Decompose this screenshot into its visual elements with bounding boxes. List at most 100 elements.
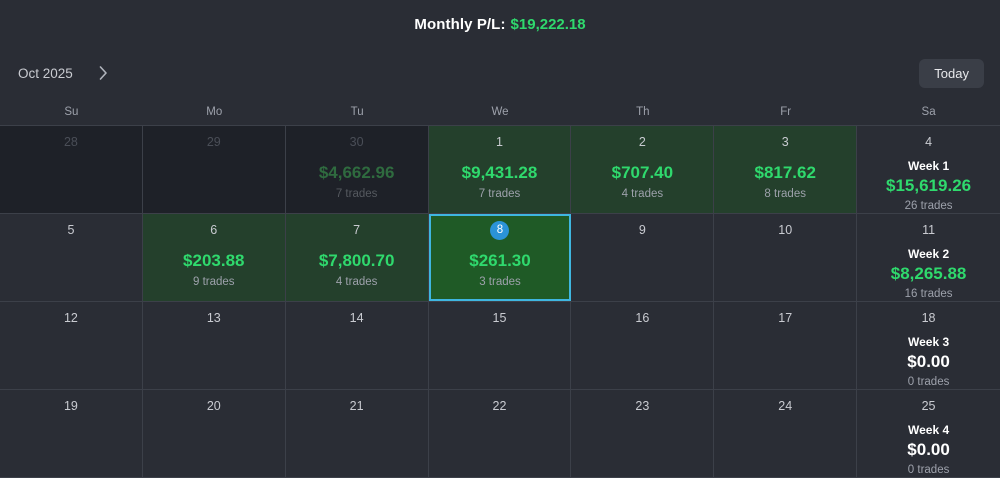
calendar-day-cell[interactable]: 12 (0, 302, 143, 389)
calendar-day-cell[interactable]: 15 (428, 302, 572, 389)
week-summary-label: Week 3 (908, 335, 950, 349)
day-number: 19 (63, 399, 78, 413)
today-button[interactable]: Today (919, 58, 984, 88)
calendar-day-cell-selected[interactable]: 8 $261.30 3 trades (428, 214, 572, 301)
day-number: 24 (778, 399, 793, 413)
day-trade-count: 7 trades (478, 188, 521, 200)
day-number: 20 (206, 399, 221, 413)
calendar-day-cell[interactable]: 7 $7,800.70 4 trades (285, 214, 429, 301)
week-summary-pl: $0.00 (907, 440, 950, 459)
weekday-sa: Sa (921, 105, 936, 118)
week-summary-pl: $0.00 (907, 352, 950, 371)
calendar-day-cell[interactable]: 2 $707.40 4 trades (571, 126, 715, 213)
day-number: 30 (349, 135, 364, 149)
day-number: 1 (496, 135, 503, 149)
day-number: 15 (492, 311, 507, 325)
week-summary-cell[interactable]: 18 Week 3 $0.00 0 trades (857, 302, 1000, 389)
calendar-day-cell[interactable]: 20 (142, 390, 286, 477)
week-summary-pl: $8,265.88 (890, 264, 967, 283)
calendar-day-cell[interactable]: 17 (714, 302, 858, 389)
week-summary-trade-count: 16 trades (904, 288, 953, 300)
calendar-day-cell[interactable]: 16 (571, 302, 715, 389)
week-summary-pl: $15,619.26 (886, 176, 972, 195)
calendar-day-cell[interactable]: 22 (428, 390, 572, 477)
month-navigation: Oct 2025 (18, 64, 113, 82)
calendar-day-cell[interactable]: 29 (142, 126, 286, 213)
calendar-week-row: 28 29 30 $4,662.96 7 trades 1 $9,431.28 7 trade… (0, 126, 1000, 214)
calendar-day-cell[interactable]: 5 (0, 214, 143, 301)
week-summary-trade-count: 26 trades (904, 200, 953, 212)
week-summary-cell[interactable]: 4 Week 1 $15,619.26 26 trades (857, 126, 1000, 213)
week-summary-cell[interactable]: 11 Week 2 $8,265.88 16 trades (857, 214, 1000, 301)
day-number: 16 (635, 311, 650, 325)
monthly-pl-label: Monthly P/L: (414, 15, 506, 33)
week-summary-label: Week 1 (908, 159, 950, 173)
day-pl-amount: $4,662.96 (318, 163, 395, 182)
calendar-week-row: 12 13 14 15 16 17 18 Week 3 $0.00 0 trades (0, 302, 1000, 390)
weekday-tu: Tu (350, 105, 364, 118)
day-number: 25 (921, 399, 936, 413)
calendar-week-row: 19 20 21 22 23 24 25 Week 4 $0.00 0 trades (0, 390, 1000, 478)
calendar-day-cell[interactable]: 19 (0, 390, 143, 477)
weekday-header-row: Su Mo Tu We Th Fr Sa (0, 98, 1000, 125)
day-number: 10 (778, 223, 793, 237)
day-number: 2 (638, 135, 646, 149)
day-pl-amount: $7,800.70 (318, 251, 395, 270)
day-trade-count: 4 trades (621, 188, 664, 200)
today-badge: 8 (490, 221, 510, 240)
day-number: 5 (67, 223, 75, 237)
day-number: 7 (353, 223, 361, 237)
week-summary-trade-count: 0 trades (907, 376, 950, 388)
day-trade-count: 3 trades (479, 276, 521, 288)
day-pl-amount: $9,431.28 (461, 163, 538, 182)
day-number: 22 (492, 399, 507, 413)
calendar-toolbar: Oct 2025 Today (0, 48, 1000, 98)
day-trade-count: 9 trades (192, 276, 235, 288)
calendar-grid: 28 29 30 $4,662.96 7 trades 1 $9,431.28 7 trade… (0, 125, 1000, 478)
week-summary-label: Week 4 (908, 423, 950, 437)
monthly-pl-header: Monthly P/L: $19,222.18 (0, 0, 1000, 48)
weekday-fr: Fr (780, 105, 792, 118)
calendar-day-cell[interactable]: 3 $817.62 8 trades (714, 126, 858, 213)
day-pl-amount: $203.88 (183, 251, 245, 270)
day-trade-count: 4 trades (335, 276, 378, 288)
calendar-week-row: 5 6 $203.88 9 trades 7 $7,800.70 4 trades 8 $261… (0, 214, 1000, 302)
monthly-pl-value: $19,222.18 (510, 15, 586, 33)
weekday-mo: Mo (206, 105, 223, 118)
day-number: 13 (206, 311, 221, 325)
weekday-th: Th (636, 105, 650, 118)
day-number: 23 (635, 399, 650, 413)
calendar-day-cell[interactable]: 21 (285, 390, 429, 477)
day-number: 9 (638, 223, 646, 237)
calendar-day-cell[interactable]: 23 (571, 390, 715, 477)
day-pl-amount: $817.62 (754, 163, 816, 182)
calendar-day-cell[interactable]: 6 $203.88 9 trades (142, 214, 286, 301)
calendar-day-cell[interactable]: 14 (285, 302, 429, 389)
day-number: 12 (63, 311, 78, 325)
day-number: 14 (349, 311, 364, 325)
day-number: 11 (922, 223, 936, 237)
weekday-su: Su (64, 105, 79, 118)
calendar-day-cell[interactable]: 24 (714, 390, 858, 477)
day-pl-amount: $261.30 (469, 251, 531, 270)
day-number: 28 (63, 135, 78, 149)
day-number: 6 (210, 223, 218, 237)
day-number: 4 (925, 135, 933, 149)
day-number: 21 (349, 399, 364, 413)
week-summary-label: Week 2 (908, 247, 950, 261)
calendar-day-cell[interactable]: 28 (0, 126, 143, 213)
calendar-day-cell[interactable]: 9 (571, 214, 715, 301)
calendar-day-cell[interactable]: 30 $4,662.96 7 trades (285, 126, 429, 213)
day-trade-count: 7 trades (335, 188, 378, 200)
day-trade-count: 8 trades (764, 188, 806, 200)
chevron-right-icon[interactable] (95, 64, 113, 82)
calendar-day-cell[interactable]: 10 (714, 214, 858, 301)
day-number: 3 (781, 135, 789, 149)
calendar-day-cell[interactable]: 1 $9,431.28 7 trades (428, 126, 572, 213)
week-summary-trade-count: 0 trades (907, 464, 950, 476)
week-summary-cell[interactable]: 25 Week 4 $0.00 0 trades (857, 390, 1000, 477)
day-number: 18 (921, 311, 936, 325)
calendar-day-cell[interactable]: 13 (142, 302, 286, 389)
day-number: 17 (778, 311, 793, 325)
day-number: 29 (206, 135, 221, 149)
